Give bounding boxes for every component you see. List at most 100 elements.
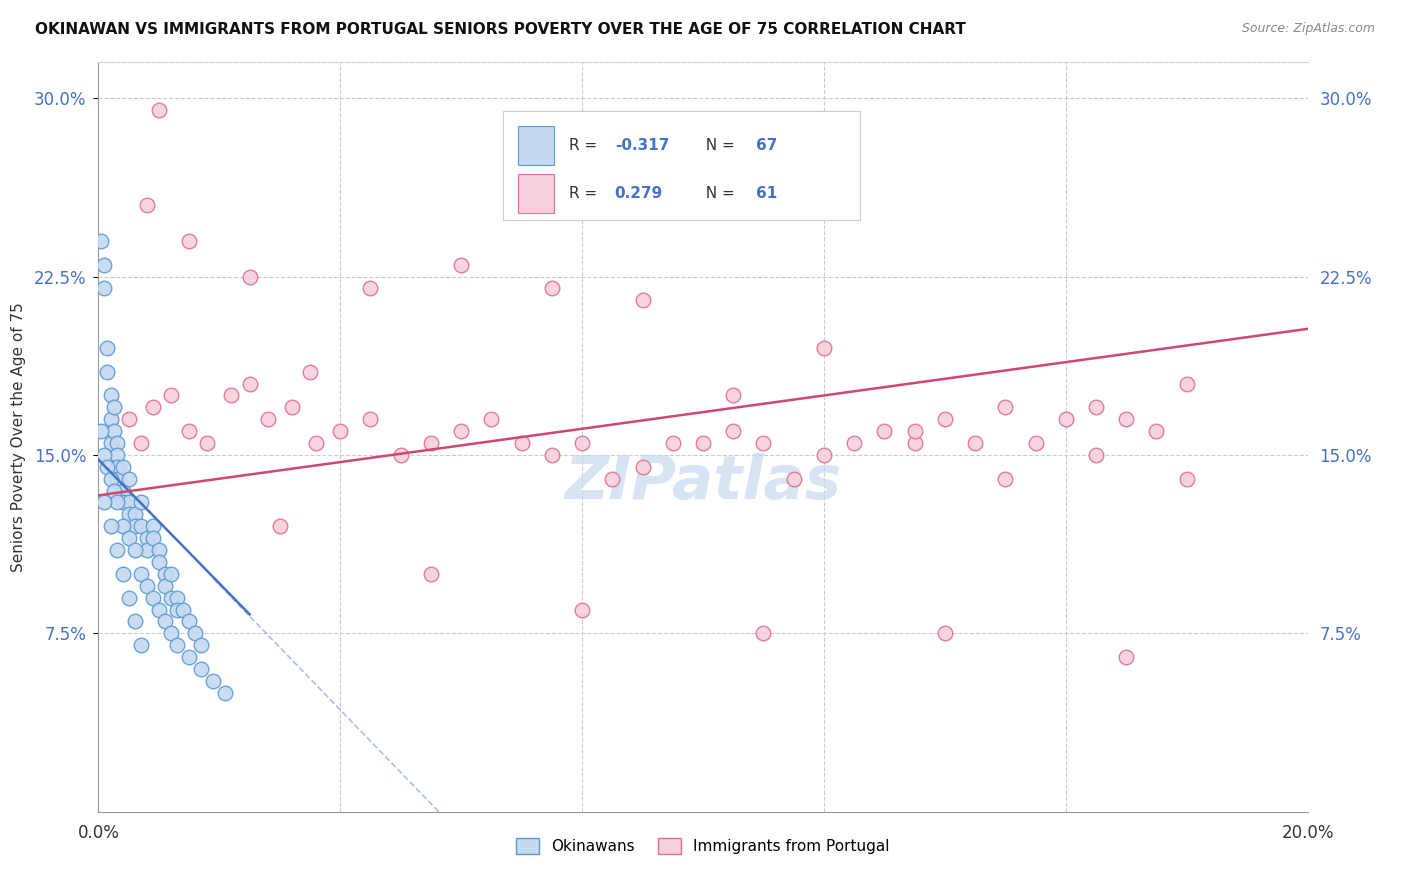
Point (124, 508, 146, 522)
Point (256, 412, 278, 426)
Point (118, 591, 141, 605)
Point (118, 412, 141, 426)
Point (129, 638, 152, 652)
Point (160, 388, 183, 402)
Point (723, 388, 745, 402)
Point (103, 483, 125, 498)
Text: R =: R = (569, 138, 602, 153)
Point (93, 281, 115, 295)
Point (93, 495, 115, 509)
Point (450, 258, 472, 272)
Point (420, 436, 443, 450)
FancyBboxPatch shape (503, 112, 860, 219)
Point (93, 448, 115, 462)
Point (994, 472, 1017, 486)
Point (1175, 472, 1198, 486)
Point (105, 543, 128, 558)
Point (100, 412, 122, 426)
Point (124, 519, 146, 533)
Point (1144, 424, 1167, 438)
Point (752, 626, 775, 640)
Point (100, 436, 122, 450)
Point (214, 686, 236, 700)
Point (90, 424, 112, 438)
Point (111, 483, 134, 498)
Point (844, 436, 866, 450)
Point (281, 401, 304, 415)
Point (105, 495, 128, 509)
Point (142, 531, 165, 545)
Point (934, 626, 956, 640)
Text: ZIPatlas: ZIPatlas (564, 452, 842, 511)
Point (93, 258, 115, 272)
Point (148, 103, 170, 117)
Point (105, 472, 128, 486)
Point (904, 424, 927, 438)
Point (148, 543, 170, 558)
Point (934, 412, 956, 426)
Point (481, 412, 503, 426)
Point (111, 459, 134, 474)
Point (360, 412, 382, 426)
Point (631, 293, 654, 308)
Point (129, 566, 152, 581)
Point (1085, 401, 1108, 415)
Point (202, 673, 225, 688)
Point (111, 495, 134, 509)
Point (153, 566, 176, 581)
Text: Source: ZipAtlas.com: Source: ZipAtlas.com (1241, 22, 1375, 36)
Point (299, 365, 322, 379)
Point (571, 436, 593, 450)
Point (96, 365, 118, 379)
Point (90, 234, 112, 248)
Point (813, 341, 835, 355)
Point (100, 472, 122, 486)
Point (1115, 650, 1137, 665)
Point (153, 615, 176, 629)
Point (118, 495, 141, 509)
Point (100, 388, 122, 402)
Point (148, 602, 170, 616)
Point (692, 436, 714, 450)
Point (195, 436, 218, 450)
Point (118, 531, 141, 545)
Point (135, 579, 157, 593)
Point (96, 459, 118, 474)
Point (540, 448, 562, 462)
Text: 67: 67 (756, 138, 778, 153)
Point (179, 615, 201, 629)
Point (221, 388, 243, 402)
Point (360, 281, 382, 295)
Point (904, 436, 927, 450)
Point (166, 602, 188, 616)
Point (135, 543, 157, 558)
Point (510, 436, 533, 450)
Point (783, 472, 806, 486)
Point (813, 448, 835, 462)
Point (179, 234, 201, 248)
Point (661, 436, 683, 450)
Text: N =: N = (696, 138, 740, 153)
Point (105, 448, 128, 462)
Point (994, 401, 1017, 415)
Point (420, 566, 443, 581)
Point (1115, 412, 1137, 426)
Text: N =: N = (696, 186, 740, 201)
Point (172, 602, 194, 616)
FancyBboxPatch shape (517, 126, 554, 165)
Point (305, 436, 328, 450)
Point (142, 591, 165, 605)
Point (129, 519, 152, 533)
Point (239, 376, 262, 391)
Point (160, 591, 183, 605)
Point (166, 591, 188, 605)
Point (1054, 412, 1077, 426)
Point (269, 519, 291, 533)
Point (389, 448, 412, 462)
Point (118, 508, 141, 522)
Point (160, 566, 183, 581)
Point (103, 401, 125, 415)
Point (723, 424, 745, 438)
Text: OKINAWAN VS IMMIGRANTS FROM PORTUGAL SENIORS POVERTY OVER THE AGE OF 75 CORRELAT: OKINAWAN VS IMMIGRANTS FROM PORTUGAL SEN… (35, 22, 966, 37)
Point (239, 269, 262, 284)
